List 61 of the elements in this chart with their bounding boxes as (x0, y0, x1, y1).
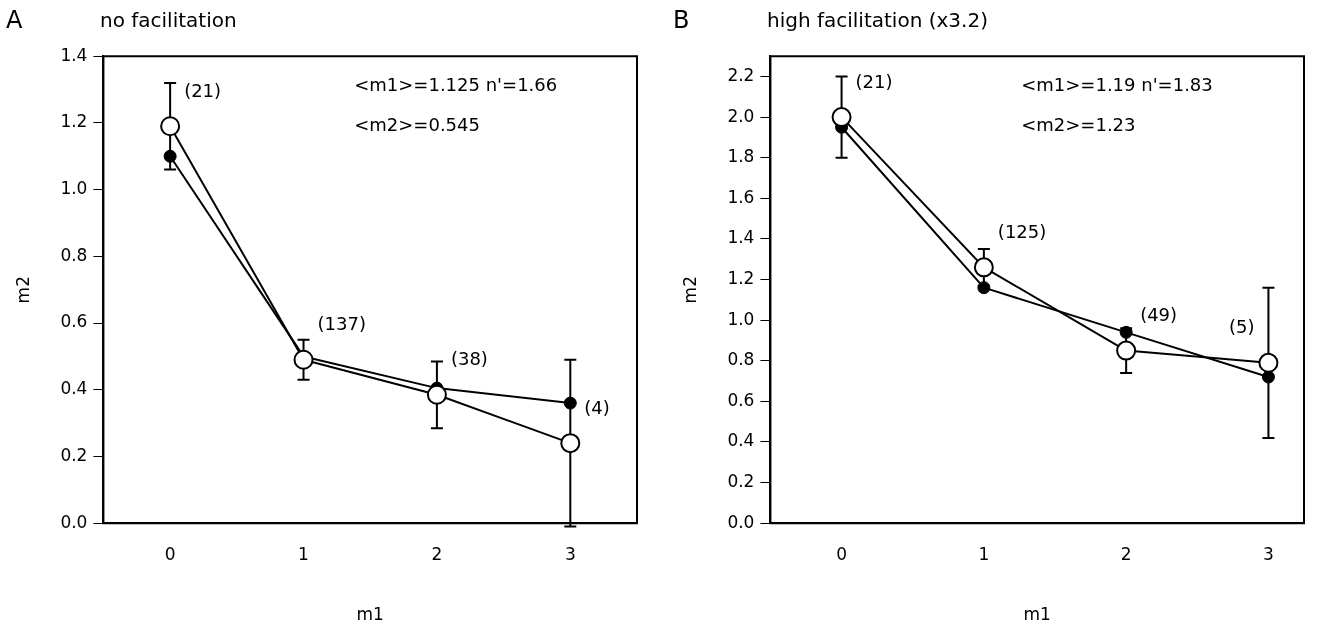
y-tick-label: 0.8 (60, 244, 88, 265)
y-axis-title: m2 (12, 276, 33, 304)
point (831, 107, 852, 128)
point (426, 384, 447, 405)
x-tick-label: 2 (1120, 543, 1132, 564)
annotation: <m2>=1.23 (1021, 113, 1136, 135)
y-tick-label: 1.6 (727, 186, 755, 207)
x-tick-label: 3 (1263, 543, 1274, 564)
point (563, 396, 577, 410)
annotation: (49) (1140, 304, 1178, 326)
annotation: (38) (450, 348, 488, 370)
chart-title: B (673, 6, 690, 34)
annotation: (137) (317, 313, 366, 335)
chart-subtitle: no facilitation (100, 8, 237, 32)
x-tick-label: 1 (978, 543, 990, 564)
x-tick-label: 1 (298, 543, 309, 564)
y-tick-label: 0.0 (60, 511, 88, 532)
y-tick-label: 0.2 (727, 471, 755, 492)
y-tick-label: 0.6 (727, 389, 755, 410)
x-tick-label: 2 (431, 543, 443, 564)
annotation: (4) (584, 396, 610, 418)
y-tick-label: 1.8 (727, 146, 755, 167)
annotation: (21) (855, 70, 893, 92)
y-tick-label: 1.4 (727, 227, 755, 248)
chart-subtitle: high facilitation (x3.2) (767, 8, 988, 32)
y-tick-label: 0.4 (727, 430, 755, 451)
point (1119, 325, 1133, 339)
annotation: <m2>=0.545 (354, 113, 480, 135)
point (560, 433, 581, 454)
point (1261, 370, 1275, 384)
y-tick-label: 0.8 (727, 349, 755, 370)
annotation: <m1>=1.19 n'=1.83 (1021, 73, 1213, 95)
x-axis-title: m1 (356, 604, 384, 625)
x-axis-title: m1 (1023, 604, 1051, 625)
y-axis-title: m2 (679, 276, 700, 304)
y-tick-label: 1.4 (60, 44, 88, 65)
point (293, 349, 314, 370)
y-tick-label: 1.0 (727, 308, 755, 329)
point (160, 116, 181, 137)
y-tick-label: 2.2 (727, 64, 755, 85)
annotation: (125) (997, 221, 1047, 243)
annotation: <m1>=1.125 n'=1.66 (354, 73, 558, 95)
x-tick-label: 0 (836, 543, 847, 564)
chart-title: A (6, 6, 23, 34)
point (973, 257, 994, 278)
point (163, 149, 177, 163)
y-tick-label: 0.4 (60, 378, 88, 399)
y-tick-label: 1.0 (60, 178, 88, 199)
y-tick-label: 0.6 (60, 311, 88, 332)
y-tick-label: 2.0 (727, 105, 755, 126)
point (1116, 340, 1137, 361)
annotation: (5) (1228, 316, 1255, 338)
point (1258, 352, 1279, 373)
y-tick-label: 0.0 (727, 511, 755, 532)
y-tick-label: 0.2 (60, 444, 88, 465)
x-tick-label: 3 (564, 543, 576, 564)
point (977, 281, 991, 295)
y-tick-label: 1.2 (60, 111, 88, 132)
y-tick-label: 1.2 (727, 267, 755, 288)
x-tick-label: 0 (164, 543, 176, 564)
annotation: (21) (184, 79, 222, 101)
